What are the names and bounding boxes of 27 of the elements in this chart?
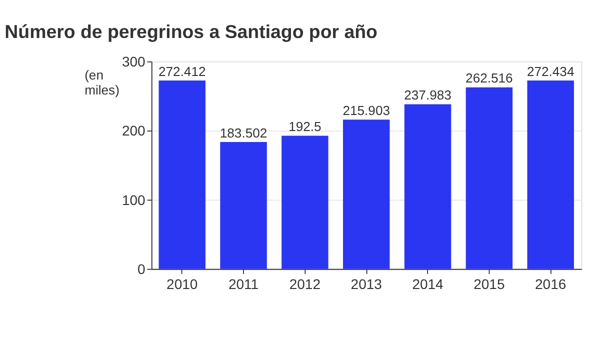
y-tick-label: 100: [122, 192, 146, 208]
y-tick-label: 200: [122, 122, 146, 139]
x-tick-label: 2011: [228, 276, 259, 292]
data-label: 262.516: [466, 70, 513, 86]
data-label: 237.983: [404, 88, 452, 103]
bar: [404, 104, 452, 269]
x-tick-label: 2015: [474, 276, 505, 292]
y-tick-label: 0: [138, 261, 146, 278]
y-axis-title: (en miles): [84, 68, 120, 98]
bar: [342, 120, 390, 269]
chart-title: Número de peregrinos a Santiago por año: [4, 21, 378, 42]
data-label: 183.502: [220, 125, 268, 140]
data-label: 192.5: [288, 119, 322, 134]
data-label: 272.434: [526, 64, 574, 79]
x-tick-label: 2013: [350, 276, 382, 292]
bar: [527, 80, 574, 269]
x-tick-label: 2014: [412, 276, 444, 292]
bar: [158, 80, 206, 269]
x-tick-label: 2016: [535, 276, 566, 292]
data-label: 272.412: [158, 64, 206, 79]
bar: [466, 87, 513, 269]
bar: [220, 142, 267, 269]
x-tick-label: 2012: [289, 276, 321, 292]
x-tick-label: 2010: [166, 276, 198, 292]
data-label: 215.903: [342, 102, 390, 118]
bar: [282, 136, 328, 269]
y-tick-label: 300: [122, 54, 146, 70]
